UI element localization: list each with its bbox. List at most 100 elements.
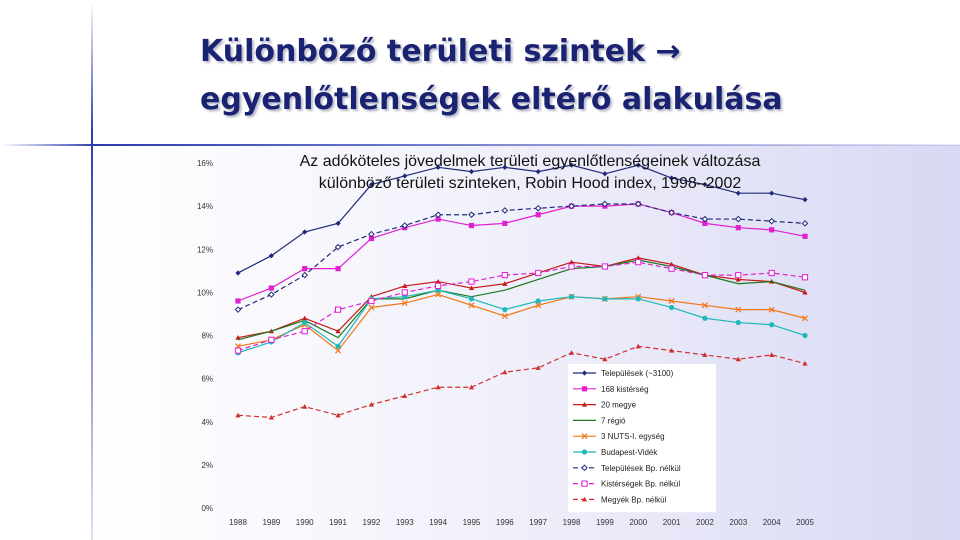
data-point xyxy=(581,449,588,455)
data-point xyxy=(368,401,375,407)
data-point xyxy=(468,169,475,175)
data-point-stroke xyxy=(768,306,775,313)
series-line xyxy=(237,261,806,352)
data-point xyxy=(734,215,742,223)
series-line xyxy=(237,203,806,311)
data-point xyxy=(568,294,575,300)
background-band xyxy=(92,145,960,540)
data-point-stroke xyxy=(801,315,809,322)
data-point xyxy=(581,433,588,440)
data-point xyxy=(468,384,475,390)
data-point xyxy=(701,215,709,223)
data-point xyxy=(402,173,408,179)
data-point xyxy=(581,386,588,392)
data-point-stroke xyxy=(435,291,442,298)
data-point xyxy=(501,207,509,214)
data-point xyxy=(435,291,442,298)
chart-title-line1: Az adóköteles jövedelmek területi egyenl… xyxy=(299,153,761,170)
data-point xyxy=(468,285,475,291)
data-point xyxy=(668,347,675,353)
data-point xyxy=(335,412,341,418)
data-point xyxy=(581,496,588,502)
data-point xyxy=(802,289,808,295)
data-point xyxy=(668,304,675,311)
series-line xyxy=(237,345,806,419)
data-point xyxy=(468,222,475,229)
data-point xyxy=(535,298,541,304)
data-point xyxy=(435,282,442,290)
decorative-vertical-line xyxy=(91,0,93,540)
data-point xyxy=(702,352,708,357)
data-point xyxy=(401,222,409,229)
series-group xyxy=(235,201,808,304)
data-point-stroke xyxy=(401,300,408,307)
data-point xyxy=(501,313,508,320)
chart-title-line2: különböző területi szinteken, Robin Hood… xyxy=(318,175,742,192)
data-point xyxy=(502,164,508,170)
data-point xyxy=(502,369,508,375)
data-point xyxy=(468,211,475,219)
legend-label: 20 megye xyxy=(601,401,637,410)
data-point xyxy=(535,302,542,309)
data-point xyxy=(735,306,742,313)
data-point xyxy=(701,302,708,309)
data-point xyxy=(334,243,342,251)
data-point xyxy=(801,220,809,227)
data-point xyxy=(769,227,775,233)
data-point xyxy=(802,233,808,239)
data-point xyxy=(468,296,475,302)
data-point xyxy=(635,255,641,260)
data-point-stroke xyxy=(335,347,342,354)
slide-title-line1: Különböző területi szintek → xyxy=(200,34,681,69)
legend-label: Budapest-Vidék xyxy=(601,448,658,457)
data-point xyxy=(768,306,775,313)
x-tick-label: 1995 xyxy=(463,518,481,527)
data-point xyxy=(302,229,308,235)
data-point xyxy=(335,266,341,272)
data-point xyxy=(335,343,341,349)
series-group xyxy=(234,259,809,354)
data-point xyxy=(568,162,575,168)
data-point xyxy=(368,304,375,311)
legend-label: Települések (~3100) xyxy=(601,369,674,378)
data-point xyxy=(668,175,675,181)
data-point-stroke xyxy=(368,304,375,311)
series-group xyxy=(234,200,809,313)
data-point xyxy=(702,220,708,226)
slide-title-line2: egyenlőtlenségek eltérő alakulása xyxy=(200,82,783,117)
data-point xyxy=(701,272,709,279)
data-point xyxy=(568,263,575,270)
data-point xyxy=(534,204,542,212)
data-point xyxy=(768,217,775,225)
data-point xyxy=(301,271,309,279)
data-point xyxy=(401,300,408,307)
data-point xyxy=(581,464,588,472)
data-point xyxy=(802,332,808,339)
data-point xyxy=(601,263,608,270)
data-point xyxy=(769,322,775,328)
data-point xyxy=(502,307,508,313)
data-point-stroke xyxy=(535,302,542,309)
x-tick-label: 2001 xyxy=(663,518,681,527)
data-point xyxy=(435,384,441,390)
data-point xyxy=(235,298,241,304)
data-point xyxy=(234,347,242,354)
data-point xyxy=(302,315,308,321)
data-point xyxy=(735,225,741,231)
y-tick-label: 2% xyxy=(201,461,213,470)
legend-label: Megyék Bp. nélkül xyxy=(601,495,667,504)
data-point xyxy=(234,306,242,313)
x-tick-label: 1990 xyxy=(296,518,314,527)
x-tick-label: 1992 xyxy=(363,518,381,527)
chart-title: Az adóköteles jövedelmek területi egyenl… xyxy=(215,151,845,195)
data-point xyxy=(535,269,542,277)
data-point xyxy=(801,315,809,322)
data-point xyxy=(468,278,475,285)
data-point-stroke xyxy=(501,313,508,320)
data-point xyxy=(602,296,608,302)
data-point xyxy=(301,328,308,335)
data-point xyxy=(268,253,274,259)
data-point xyxy=(302,266,308,272)
data-point xyxy=(302,404,308,409)
